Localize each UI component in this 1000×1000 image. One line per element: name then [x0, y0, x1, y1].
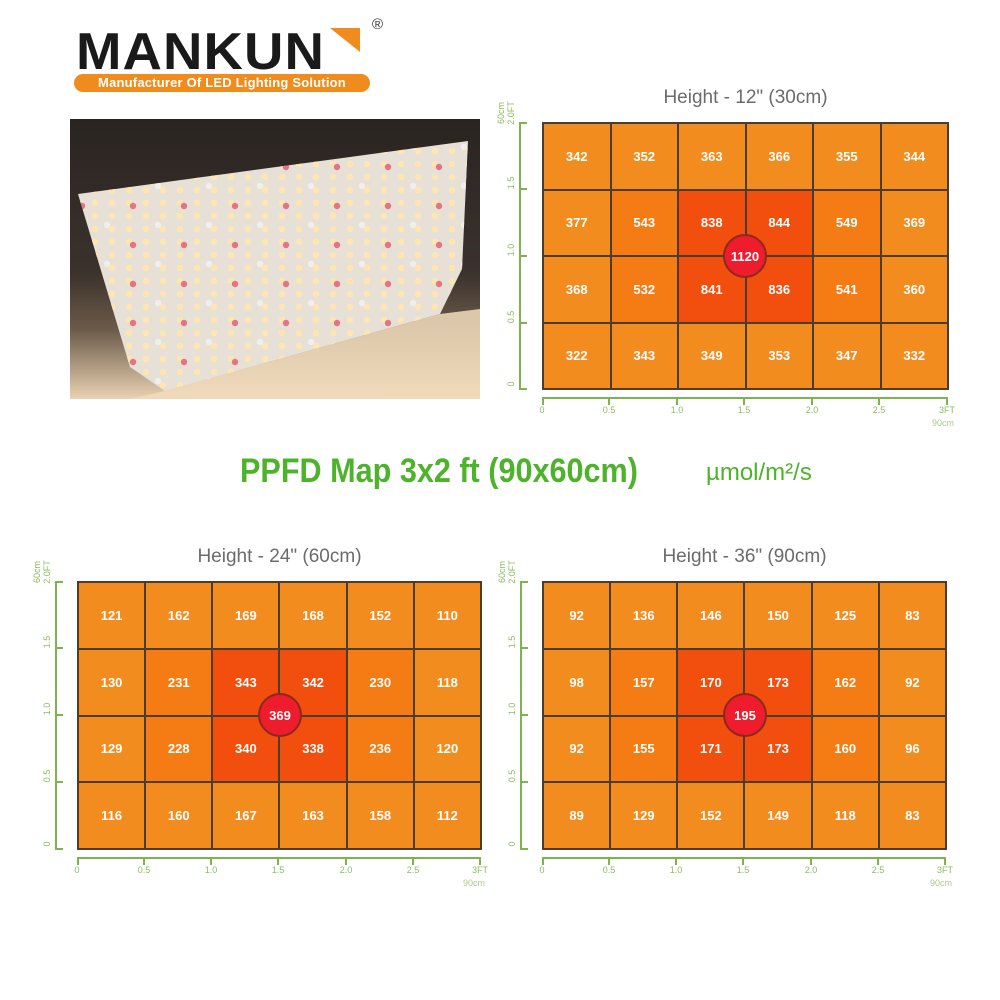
heatmap-grid: 342 352 363 366 355 344 377 543 838 844 549 369 36…: [542, 122, 949, 390]
chart-title: Height - 24" (60cm): [197, 546, 362, 567]
y-axis: 0 0.5 1.0 1.5 2.0FT 60cm: [497, 560, 528, 850]
led-panel-illustration: [78, 141, 480, 399]
heatmap-grid: 121 162 169 168 152 110 130 231 343 342 230 118 12…: [77, 581, 482, 850]
brand-tagline: Manufacturer Of LED Lighting Solution: [74, 74, 370, 92]
registered-mark: ®: [372, 16, 384, 33]
brand-logo: MANKUN ® Manufacturer Of LED Lighting So…: [72, 14, 392, 94]
center-peak-value: 369: [258, 693, 302, 737]
y-axis: 0 0.5 1.0 1.5 2.0FT 60cm: [496, 101, 527, 390]
brand-name: MANKUN: [76, 23, 325, 81]
chart-title: Height - 36" (90cm): [662, 546, 827, 567]
x-axis: 0 0.5 1.0 1.5 2.0 2.5 3FT 90cm: [74, 857, 488, 888]
logo-accent-triangle: [330, 28, 360, 52]
ppfd-map-title: PPFD Map 3x2 ft (90x60cm): [240, 452, 638, 490]
x-axis: 0 0.5 1.0 1.5 2.0 2.5 3FT 90cm: [539, 397, 955, 428]
chart-title: Height - 12" (30cm): [663, 87, 828, 108]
product-photo: [70, 119, 480, 399]
ppfd-unit-label: µmol/m²/s: [706, 459, 812, 486]
heatmap-grid: 92 136 146 150 125 83 98 157 170 173 162 92 92 155 1…: [542, 581, 947, 850]
y-axis: 0 0.5 1.0 1.5 2.0FT 60cm: [32, 560, 63, 850]
center-peak-value: 195: [723, 693, 767, 737]
center-peak-value: 1120: [723, 234, 767, 278]
x-axis: 0 0.5 1.0 1.5 2.0 2.5 3FT 90cm: [539, 857, 953, 888]
